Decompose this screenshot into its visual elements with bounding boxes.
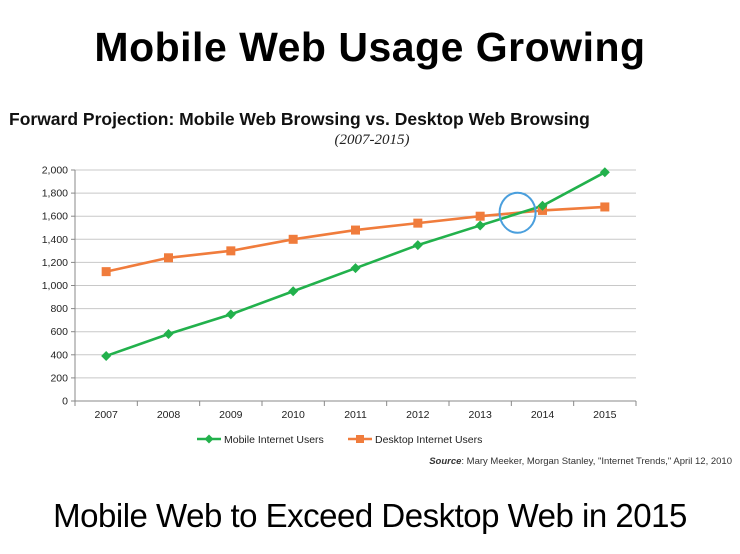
mobile-point: [537, 200, 548, 211]
mobile-point: [163, 329, 174, 340]
y-tick-label: 1,600: [42, 211, 68, 223]
legend: Mobile Internet Users Desktop Internet Us…: [197, 434, 482, 446]
x-tick-label: 2013: [468, 409, 492, 421]
desktop-point: [600, 202, 610, 212]
y-tick-label: 400: [50, 349, 68, 361]
chart-subtitle: (2007-2015): [334, 132, 410, 148]
legend-mobile-label: Mobile Internet Users: [224, 434, 324, 446]
y-tick-label: 800: [50, 303, 68, 315]
mobile-point: [101, 350, 112, 361]
mobile-point: [288, 286, 299, 297]
y-tick-label: 1,800: [42, 188, 68, 200]
mobile-point: [350, 263, 361, 274]
y-tick-label: 0: [62, 396, 68, 408]
x-tick-label: 2007: [94, 409, 118, 421]
mobile-point: [225, 309, 236, 320]
desktop-point: [475, 211, 485, 221]
mobile-point: [599, 167, 610, 178]
axes: 0 200 400 600 800 1,000 1,200 1,400 1,600 1,800 2,…: [42, 165, 637, 421]
x-tick-label: 2014: [531, 409, 555, 421]
footer-caption: Mobile Web to Exceed Desktop Web in 2015: [53, 497, 687, 534]
y-tick-label: 1,200: [42, 257, 68, 269]
x-tick-label: 2009: [219, 409, 243, 421]
y-tick-label: 600: [50, 326, 68, 338]
x-tick-label: 2010: [281, 409, 305, 421]
legend-desktop-label: Desktop Internet Users: [375, 434, 482, 446]
series-markers: [101, 167, 610, 361]
desktop-point: [164, 253, 173, 263]
y-tick-label: 1,400: [42, 234, 68, 246]
y-tick-label: 200: [50, 372, 68, 384]
annotations: [498, 191, 537, 234]
source-text: : Mary Meeker, Morgan Stanley, "Internet…: [461, 456, 732, 467]
mobile-point: [475, 220, 486, 231]
mobile-point: [412, 240, 423, 251]
source-label: Source: [429, 456, 462, 467]
source-note: Source: Mary Meeker, Morgan Stanley, "In…: [429, 456, 732, 467]
desktop-point: [101, 267, 111, 277]
x-tick-label: 2015: [593, 409, 617, 421]
slide-title: Mobile Web Usage Growing: [94, 24, 646, 70]
crossover-highlight-circle: [498, 191, 537, 234]
desktop-point: [226, 246, 236, 256]
desktop-point: [351, 225, 360, 235]
x-tick-label: 2008: [157, 409, 181, 421]
legend-mobile-marker: [204, 434, 214, 444]
line-chart: 0 200 400 600 800 1,000 1,200 1,400 1,600 1,800 2,…: [42, 165, 637, 446]
chart-title: Forward Projection: Mobile Web Browsing …: [9, 109, 590, 129]
desktop-point: [288, 234, 298, 244]
y-tick-label: 1,000: [42, 280, 68, 292]
x-tick-label: 2011: [344, 409, 367, 421]
x-tick-label: 2012: [406, 409, 430, 421]
desktop-point: [413, 218, 423, 228]
y-tick-label: 2,000: [42, 165, 68, 177]
legend-desktop-marker: [356, 435, 364, 443]
